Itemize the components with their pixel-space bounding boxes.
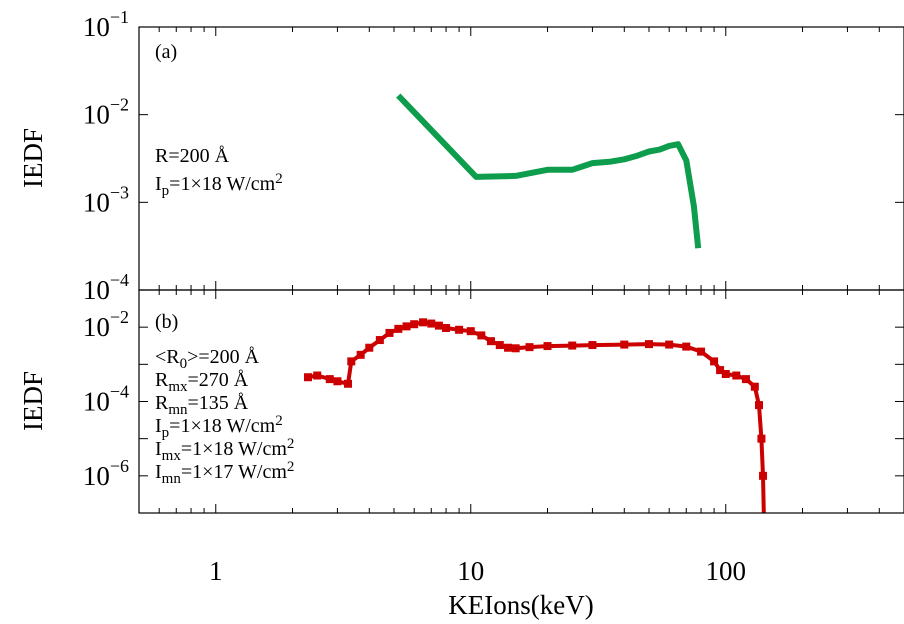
panel-a-tag: (a) [155, 41, 177, 63]
panel-b-data-point [620, 340, 629, 349]
panel-b-data-point [682, 342, 691, 351]
panel-b-data-point [759, 471, 768, 480]
panel-b-ytick-label: 10−2 [83, 307, 129, 342]
panel-b-data-point [543, 342, 552, 351]
panel-b-data-point [325, 375, 334, 384]
panel-b-data-point [343, 379, 352, 388]
panel-b-data-point [754, 401, 763, 410]
panel-a-ytick-label: 10−2 [83, 95, 129, 130]
panel-b-data-point [304, 373, 313, 382]
panel-b-data-point [568, 341, 577, 350]
panel-b-data-point [434, 321, 443, 330]
panel-b-data-point [347, 357, 356, 366]
panel-b-data-point [356, 350, 365, 359]
panel-b-data-point [375, 336, 384, 345]
panel-b-data-point [710, 357, 719, 366]
panel-b-data-point [741, 375, 750, 384]
panel-b-tag: (b) [155, 311, 178, 333]
panel-a-ytick-label: 10−1 [83, 7, 129, 42]
panel-b-annotation: Imx=1×18 W/cm2 [155, 436, 294, 463]
panel-b-ytick-label: 10−6 [83, 456, 129, 491]
panel-b-xtick-label: 1 [209, 556, 223, 586]
panel-b-data-point [455, 325, 464, 334]
panel-b-data-point [466, 327, 475, 336]
panel-b-data-point [645, 340, 653, 349]
panel-b-ylabel: IEDF [18, 371, 48, 431]
panel-a-frame [138, 26, 904, 291]
panel-b-data-point [365, 343, 374, 352]
series-layer [304, 93, 768, 514]
panel-b-data-point [394, 324, 403, 333]
panel-a-ytick-label: 10−3 [83, 182, 129, 217]
tick-layer [139, 26, 904, 514]
panel-b-data-point [716, 366, 725, 375]
panel-b-annotation: Rmx=270 Å [155, 369, 249, 395]
panel-b-data-point [732, 371, 741, 380]
panel-b-data-point [750, 382, 759, 391]
panel-a-ytick-label: 10−4 [83, 270, 129, 305]
panel-b-data-point [588, 341, 597, 350]
panel-b-data-point [427, 319, 436, 328]
panel-b-data-point [333, 377, 342, 386]
panel-b-data-point [402, 322, 411, 331]
panel-b-data-point [721, 369, 730, 378]
panel-b-data-point [385, 328, 394, 337]
panel-b-data-point [419, 318, 428, 327]
text-layer: 10−4 10−3 10−2 10−1 IEDF (a) R=200 Å Ip=1×18 W/… [18, 7, 746, 620]
panel-a-ylabel: IEDF [18, 128, 48, 188]
panel-a-annotation: R=200 Å [155, 145, 230, 167]
panel-b-data-point [757, 434, 766, 443]
frame-layer [138, 26, 904, 514]
panel-b-data-point [511, 344, 520, 353]
panel-b-annotation: Imn=1×17 W/cm2 [155, 459, 294, 486]
panel-b-data-point [697, 347, 706, 356]
panel-b-data-point [504, 343, 513, 352]
panel-b-series-line [307, 320, 766, 514]
panel-b-frame [138, 289, 904, 514]
panel-b-data-point [313, 371, 322, 380]
panel-b-data-point [525, 343, 534, 352]
panel-b-xtick-label: 10 [457, 556, 484, 586]
panel-b-data-point [665, 340, 674, 349]
panel-a-series-line [396, 93, 702, 249]
panel-b-data-point [495, 341, 504, 350]
panel-b-data-point [486, 337, 495, 346]
x-axis-title: KEIons(keV) [448, 590, 593, 620]
panel-b-xtick-label: 100 [706, 556, 747, 586]
panel-b-annotation: <R0>=200 Å [155, 346, 260, 372]
panel-b-data-point [410, 320, 419, 329]
panel-b-data-point [442, 323, 451, 332]
panel-b-ytick-label: 10−4 [83, 382, 129, 417]
panel-b-annotation: Ip=1×18 W/cm2 [155, 413, 283, 440]
panel-b-annotation: Rmn=135 Å [155, 392, 249, 418]
panel-a-annotation: Ip=1×18 W/cm2 [155, 171, 283, 198]
panel-b-data-point [477, 331, 486, 340]
